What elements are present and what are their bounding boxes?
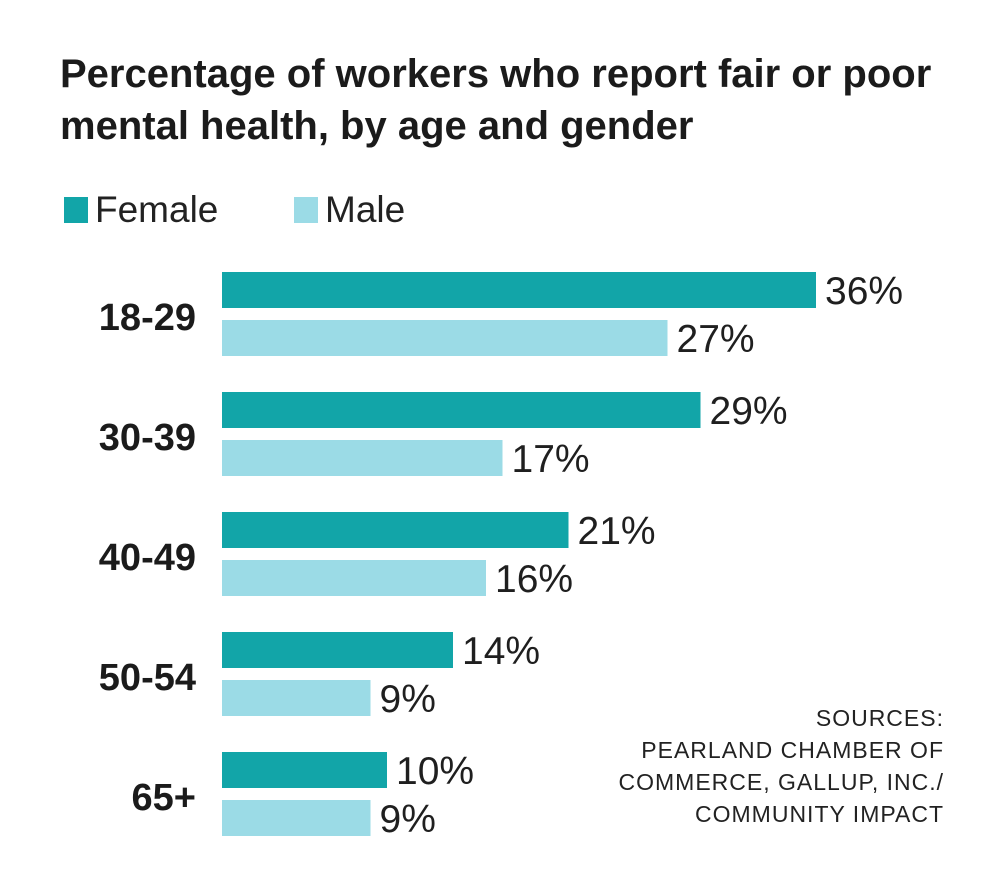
bar-male [222, 440, 503, 476]
data-label: 10% [396, 750, 474, 793]
category-label: 30-39 [99, 417, 196, 459]
source-line: COMMUNITY IMPACT [695, 801, 944, 827]
bar-female [222, 512, 569, 548]
data-label: 21% [578, 510, 656, 553]
data-label: 17% [512, 438, 590, 481]
legend-swatch-female [64, 197, 88, 223]
legend-label-female: Female [95, 189, 219, 230]
source-note: SOURCES: PEARLAND CHAMBER OF COMMERCE, G… [524, 702, 944, 830]
data-label: 14% [462, 630, 540, 673]
legend-label-male: Male [325, 189, 406, 230]
data-label: 36% [825, 270, 903, 313]
source-line: SOURCES: [815, 705, 944, 731]
category-label: 40-49 [99, 537, 196, 579]
chart-title: Percentage of workers who report fair or… [60, 52, 932, 148]
bar-male [222, 800, 371, 836]
category-label: 50-54 [99, 657, 196, 699]
source-line: COMMERCE, GALLUP, INC./ [618, 769, 944, 795]
bar-male [222, 680, 371, 716]
category-label: 65+ [132, 777, 196, 819]
data-label: 29% [710, 390, 788, 433]
bar-male [222, 560, 486, 596]
bar-female [222, 632, 453, 668]
bar-female [222, 272, 816, 308]
category-label: 18-29 [99, 297, 196, 339]
bar-female [222, 392, 701, 428]
data-label: 16% [495, 558, 573, 601]
bar-male [222, 320, 668, 356]
bar-female [222, 752, 387, 788]
data-label: 27% [677, 318, 755, 361]
data-label: 9% [380, 798, 436, 841]
legend-swatch-male [294, 197, 318, 223]
source-line: PEARLAND CHAMBER OF [641, 737, 944, 763]
data-label: 9% [380, 678, 436, 721]
